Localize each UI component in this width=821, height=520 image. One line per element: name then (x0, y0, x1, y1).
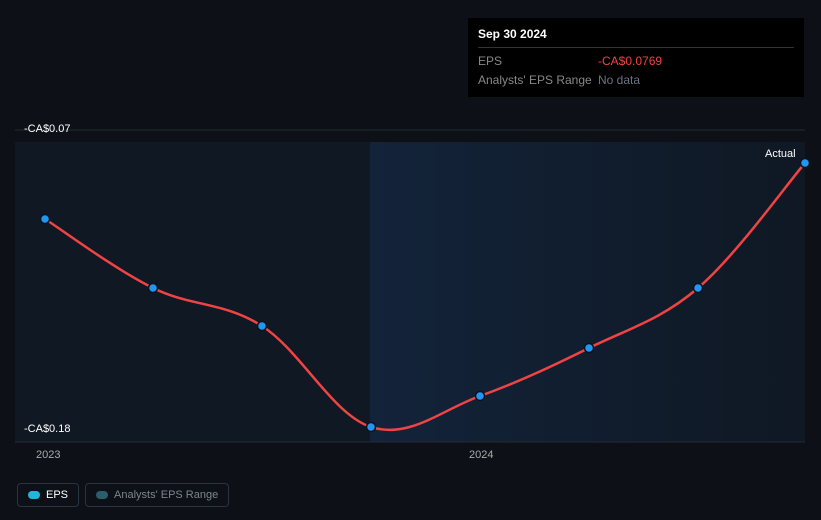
legend-item[interactable]: Analysts' EPS Range (85, 483, 229, 507)
eps-point[interactable] (801, 159, 810, 168)
legend-label: EPS (46, 489, 68, 501)
legend: EPS Analysts' EPS Range (17, 483, 229, 507)
eps-point[interactable] (694, 284, 703, 293)
x-tick-label: 2024 (469, 449, 493, 461)
tooltip-row-label: EPS (478, 53, 598, 70)
tooltip-row: Analysts' EPS RangeNo data (478, 71, 794, 90)
eps-point[interactable] (585, 344, 594, 353)
legend-label: Analysts' EPS Range (114, 489, 218, 501)
y-tick-label: -CA$0.18 (24, 423, 70, 435)
eps-chart: -CA$0.07 -CA$0.18 2023 2024 Actual Sep 30 … (0, 0, 821, 520)
eps-point[interactable] (367, 423, 376, 432)
tooltip: Sep 30 2024 EPS-CA$0.0769Analysts' EPS R… (468, 18, 804, 97)
tooltip-row-label: Analysts' EPS Range (478, 72, 598, 89)
legend-swatch (28, 491, 40, 499)
eps-point[interactable] (476, 392, 485, 401)
legend-swatch (96, 491, 108, 499)
actual-label: Actual (765, 148, 796, 160)
tooltip-title: Sep 30 2024 (478, 26, 794, 48)
eps-line[interactable] (45, 163, 805, 430)
eps-point[interactable] (149, 284, 158, 293)
tooltip-row-value: No data (598, 72, 794, 89)
eps-point[interactable] (41, 215, 50, 224)
y-tick-label: -CA$0.07 (24, 123, 70, 135)
tooltip-row: EPS-CA$0.0769 (478, 52, 794, 71)
eps-point[interactable] (258, 322, 267, 331)
tooltip-row-value: -CA$0.0769 (598, 53, 794, 70)
x-tick-label: 2023 (36, 449, 60, 461)
legend-item[interactable]: EPS (17, 483, 79, 507)
